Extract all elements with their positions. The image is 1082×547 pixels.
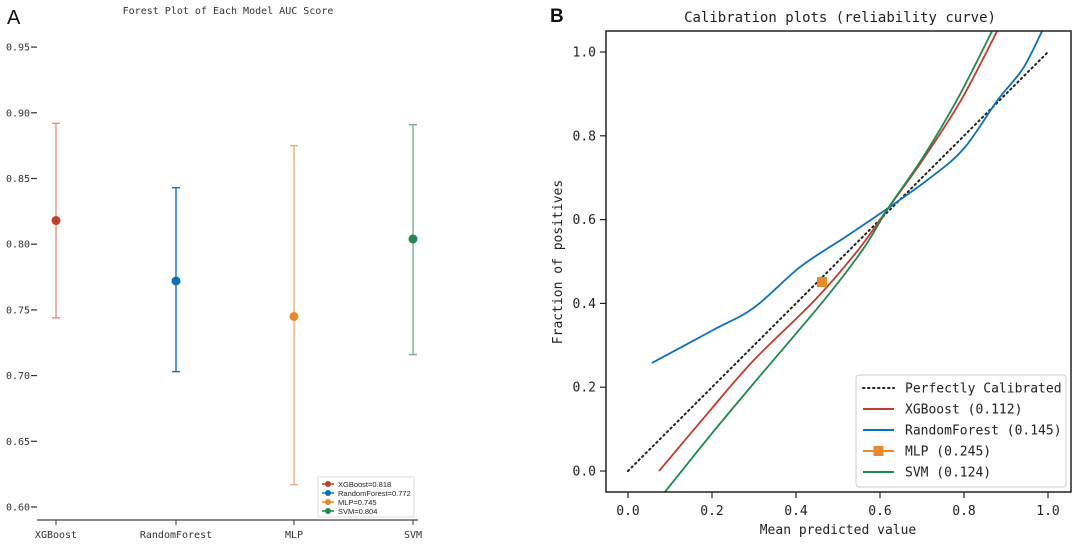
forest-y-tick-label: 0.85 (6, 174, 30, 185)
forest-y-tick-label: 0.95 (6, 43, 30, 54)
forest-y-tick-label: 0.75 (6, 305, 30, 316)
calibration-y-tick-label: 0.2 (573, 381, 596, 396)
forest-y-tick-label: 0.65 (6, 437, 30, 448)
forest-legend-marker (325, 499, 331, 505)
forest-legend-entry: SVM=0.804 (338, 507, 377, 516)
calibration-y-tick-label: 1.0 (573, 46, 596, 61)
forest-x-tick-label: MLP (285, 530, 303, 541)
forest-point-svm (408, 234, 418, 244)
calibration-plot-title: Calibration plots (reliability curve) (684, 10, 996, 26)
calibration-plot-area (627, 31, 1049, 492)
forest-x-axis: XGBoost RandomForest MLP SVM (35, 520, 422, 541)
calibration-legend: Perfectly Calibrated XGBoost (0.112) Rando… (855, 374, 1067, 488)
forest-legend-marker (325, 490, 331, 496)
calibration-y-tick-label: 0.8 (573, 129, 596, 144)
forest-legend-entry: XGBoost=0.818 (338, 480, 391, 489)
calibration-series-svm (664, 31, 993, 492)
calibration-series-randomforest (651, 31, 1043, 364)
panel-b-label: B (550, 6, 564, 27)
forest-legend: XGBoost=0.818RandomForest=0.772MLP=0.745… (317, 476, 415, 518)
forest-plot-title: Forest Plot of Each Model AUC Score (123, 6, 334, 17)
calibration-series-mlp-marker (817, 277, 828, 288)
calibration-y-axis: 0.0 0.2 0.4 0.6 0.8 1.0 (573, 46, 606, 480)
calibration-x-tick-label: 0.6 (868, 504, 891, 519)
calibration-plot-panel: B Calibration plots (reliability curve) … (550, 6, 1072, 538)
forest-x-tick-label: XGBoost (35, 530, 77, 541)
calibration-series-xgboost (658, 31, 998, 472)
forest-y-tick-label: 0.60 (6, 503, 30, 514)
calibration-legend-entry: RandomForest (0.145) (905, 424, 1062, 439)
forest-legend-marker (325, 508, 331, 514)
calibration-x-tick-label: 0.8 (952, 504, 975, 519)
calibration-series-perfectly-calibrated (627, 51, 1049, 472)
calibration-x-axis: 0.0 0.2 0.4 0.6 0.8 1.0 (616, 492, 1060, 519)
forest-legend-marker (325, 481, 331, 487)
calibration-legend-entry: Perfectly Calibrated (905, 382, 1062, 397)
forest-legend-entry: MLP=0.745 (338, 498, 377, 507)
forest-marks (51, 122, 418, 486)
panel-a-label: A (7, 7, 21, 29)
calibration-y-tick-label: 0.0 (573, 465, 596, 480)
forest-point-xgboost (51, 216, 61, 226)
calibration-legend-marker (873, 446, 884, 456)
calibration-x-tick-label: 1.0 (1036, 504, 1059, 519)
forest-y-tick-label: 0.90 (6, 108, 30, 119)
calibration-legend-entry: SVM (0.124) (905, 466, 991, 481)
forest-x-tick-label: SVM (404, 530, 422, 541)
forest-x-tick-label: RandomForest (140, 530, 212, 541)
calibration-x-tick-label: 0.2 (700, 504, 723, 519)
calibration-legend-box (855, 374, 1067, 488)
calibration-legend-entry: MLP (0.245) (905, 445, 991, 460)
calibration-y-tick-label: 0.4 (573, 297, 597, 312)
calibration-legend-entry: XGBoost (0.112) (905, 403, 1022, 418)
forest-legend-entry: RandomForest=0.772 (338, 489, 411, 498)
calibration-axes-frame (605, 30, 1072, 493)
forest-point-mlp (289, 311, 299, 321)
calibration-x-label: Mean predicted value (760, 523, 917, 538)
calibration-y-tick-label: 0.6 (573, 213, 596, 228)
forest-plot-panel: A Forest Plot of Each Model AUC Score 0.… (6, 6, 422, 541)
forest-y-axis: 0.60 0.65 0.70 0.75 0.80 0.85 0.90 0.95 (6, 43, 37, 514)
calibration-x-tick-label: 0.0 (616, 504, 639, 519)
forest-y-tick-label: 0.70 (6, 371, 30, 382)
forest-y-tick-label: 0.80 (6, 240, 30, 251)
calibration-x-tick-label: 0.4 (784, 504, 808, 519)
forest-point-randomforest (171, 276, 181, 286)
calibration-y-label: Fraction of positives (551, 180, 566, 344)
